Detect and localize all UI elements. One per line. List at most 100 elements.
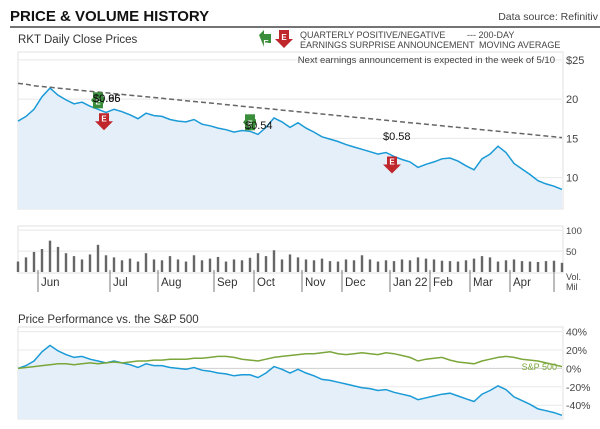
price-area-fill [18,88,562,209]
earnings-value-label: $0.95 [93,93,121,105]
volume-bar [376,261,380,272]
earnings-positive-body [245,114,255,131]
volume-bar [48,240,52,272]
performance-panel: Price Performance vs. the S&P 500 40% 20%… [17,314,591,420]
volume-bar [232,259,236,272]
moving-average-legend: --- 200-DAY MOVING AVERAGE [467,30,560,50]
volume-bar [264,256,268,272]
volume-bar [296,257,300,272]
volume-bar [32,251,36,272]
price-y-tick-label: $25 [566,55,584,67]
earnings-negative-letter: E [101,114,107,123]
legend-positive-arrow [259,30,271,47]
volume-panel: 50 100 Vol. Mil [16,225,582,292]
month-label: Sep [217,277,237,289]
earnings-legend-line2: EARNINGS SURPRISE ANNOUNCEMENT [300,40,475,50]
volume-bar [128,258,132,272]
price-y-tick-label: 10 [566,173,578,185]
month-label: Jul [113,277,128,289]
legend-negative-arrow [275,30,293,48]
volume-bar [464,260,468,272]
volume-bar [88,254,92,272]
volume-bar [168,256,172,272]
header-title: PRICE & VOLUME HISTORY [10,8,209,25]
volume-bar [448,261,452,272]
volume-bar [112,257,116,272]
volume-bar [200,260,204,272]
legend-negative-marker: E [275,30,293,48]
volume-bar [512,259,516,272]
volume-bar [384,260,388,272]
volume-bar [488,257,492,272]
volume-bar [440,260,444,272]
earnings-positive-letter: E [247,119,253,128]
month-label: Jan 22 [393,277,428,289]
volume-bar [136,261,140,272]
header: PRICE & VOLUME HISTORY Data source: Refi… [10,8,600,28]
volume-bar [120,260,124,272]
earnings-negative-arrow [95,113,113,131]
earnings-marker-negative: E [95,113,113,131]
volume-bar [208,258,212,272]
earnings-positive-letter: E [95,97,101,106]
volume-y-tick-label: 50 [566,247,577,258]
earnings-value-label: $0.58 [383,131,411,143]
volume-bar [480,256,484,272]
volume-unit-line1: Vol. [566,272,581,282]
volume-bar [536,261,540,272]
performance-area-fill [18,345,562,419]
volume-bar [144,253,148,272]
volume-bar [304,259,308,272]
performance-y-tick-label: 40% [566,327,587,339]
volume-bar [328,261,332,272]
volume-bar [360,255,364,272]
volume-bar [560,262,564,272]
price-y-axis: 10 15 20 $25 [566,55,584,185]
volume-bar [496,261,500,272]
volume-bar [424,258,428,272]
volume-gridlines [18,229,562,252]
earnings-marker-positive: E [243,114,256,131]
volume-bar [472,258,476,272]
earnings-value-label: $0.66 [93,93,121,105]
price-y-tick-label: 15 [566,133,578,145]
volume-bar [416,257,420,272]
volume-bar [80,259,84,272]
performance-y-tick-label: 0% [566,363,581,375]
month-label: Feb [433,277,453,289]
volume-bar [432,259,436,272]
earnings-negative-arrow [383,156,401,174]
volume-bar [320,258,324,272]
ma-legend-line1: --- 200-DAY [467,30,514,40]
volume-bar [96,244,100,272]
volume-bar [184,261,188,272]
volume-bar [248,257,252,272]
volume-bar [256,253,260,272]
volume-bar [216,256,220,272]
month-label: Apr [513,277,531,289]
volume-y-tick-label: 100 [566,226,582,237]
volume-bar [520,261,524,272]
volume-bar [408,260,412,272]
earnings-marker-negative: E [383,156,401,174]
ma-legend-line2: MOVING AVERAGE [479,40,560,50]
volume-bar [272,250,276,272]
performance-y-tick-label: -20% [566,382,591,394]
volume-bar [288,254,292,272]
month-label: Nov [305,277,326,289]
earnings-positive-body [93,92,103,109]
month-label: Aug [161,277,181,289]
earnings-marker-positive: E [91,92,104,109]
volume-bar [192,255,196,272]
volume-bar [72,256,76,272]
volume-bar [160,260,164,272]
performance-panel-title: Price Performance vs. the S&P 500 [18,314,199,326]
volume-bar [240,260,244,272]
earnings-legend-line1: QUARTERLY POSITIVE/NEGATIVE [300,30,445,40]
earnings-value-label: $0.54 [245,120,273,132]
volume-bar [40,249,44,272]
sp500-series-label: S&P 500 [522,362,557,372]
month-label: Jun [41,277,60,289]
legend-positive-letter: E [263,39,269,48]
